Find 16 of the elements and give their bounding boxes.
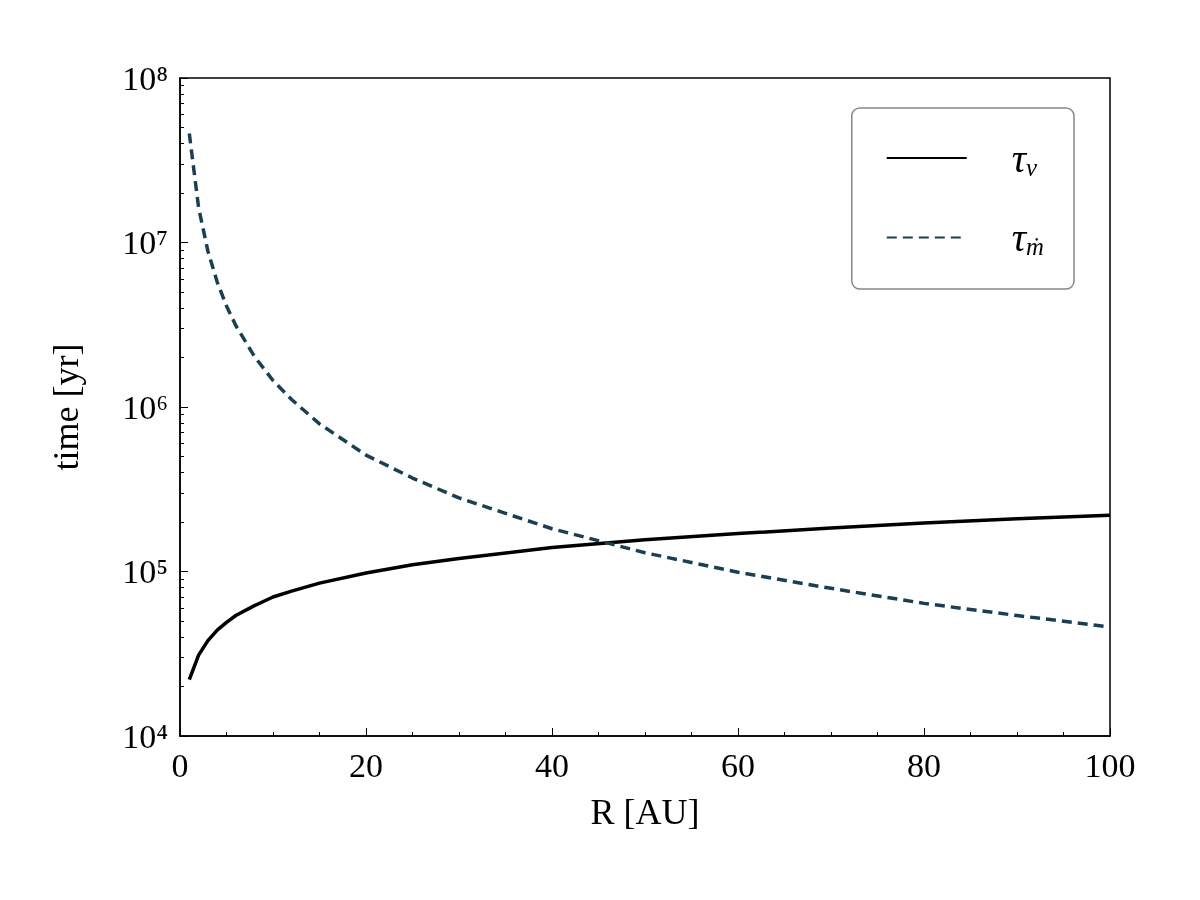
y-tick-label: 10⁶ bbox=[122, 388, 168, 426]
legend-label: τν bbox=[1011, 135, 1038, 181]
x-tick-label: 100 bbox=[1084, 746, 1136, 784]
y-axis-title: time [yr] bbox=[46, 343, 86, 471]
x-axis-title: R [AU] bbox=[590, 792, 700, 832]
x-tick-label: 40 bbox=[535, 746, 569, 784]
x-tick-label: 80 bbox=[907, 746, 941, 784]
x-tick-label: 0 bbox=[171, 746, 189, 784]
line-series bbox=[187, 131, 1112, 629]
y-tick-label: 10⁷ bbox=[122, 224, 168, 261]
y-tick-label: 10⁵ bbox=[122, 553, 168, 590]
x-tick-label: 60 bbox=[721, 746, 755, 784]
y-tick-label: 10⁴ bbox=[122, 717, 168, 755]
legend-label: τṁ bbox=[1011, 215, 1045, 260]
x-tick-label: 20 bbox=[349, 746, 383, 784]
y-tick-label: 10⁸ bbox=[122, 59, 168, 97]
